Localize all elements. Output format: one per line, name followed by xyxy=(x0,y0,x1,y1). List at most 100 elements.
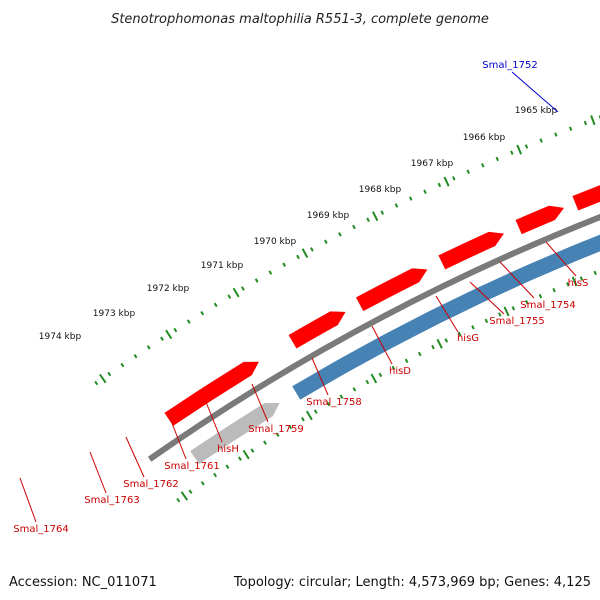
tick-mark xyxy=(391,365,396,371)
tick-mark xyxy=(254,278,259,283)
gene-label: Smal_1752 xyxy=(482,60,537,71)
leader-line xyxy=(205,401,223,443)
tick-mark xyxy=(498,312,502,317)
tick-mark xyxy=(146,345,151,350)
leader-line xyxy=(169,417,187,460)
tick-mark xyxy=(466,169,470,174)
leader-line xyxy=(371,325,393,365)
scale-label: 1968 kbp xyxy=(359,185,402,195)
tick-mark xyxy=(538,293,543,299)
major-tick-mark xyxy=(503,306,510,317)
backbone-ring xyxy=(147,213,600,462)
gene-labels: Smal_1752 hisS Smal_1754 Smal_1755 hisG hisD S… xyxy=(13,60,588,535)
tick-mark xyxy=(378,372,383,378)
scale-label: 1965 kbp xyxy=(515,106,558,116)
major-tick-mark xyxy=(443,176,450,187)
tick-mark xyxy=(188,489,193,494)
tick-mark xyxy=(366,217,370,222)
tick-mark xyxy=(365,379,370,385)
tick-mark xyxy=(404,358,409,364)
tick-mark xyxy=(431,344,435,350)
gene-label: Smal_1759 xyxy=(248,424,303,435)
gene-arrow-red-0 xyxy=(287,310,347,350)
tick-mark xyxy=(282,262,287,267)
tick-mark xyxy=(583,120,588,126)
tick-mark xyxy=(173,327,178,333)
tick-mark xyxy=(566,282,570,287)
scale-label: 1974 kbp xyxy=(39,332,82,342)
tick-mark xyxy=(495,156,499,162)
gene-label: Smal_1761 xyxy=(164,461,219,472)
tick-mark xyxy=(275,432,280,437)
tick-mark xyxy=(310,247,314,252)
tick-mark xyxy=(525,299,529,305)
tick-mark xyxy=(296,254,300,260)
tick-mark xyxy=(176,497,181,503)
tick-mark xyxy=(380,210,385,215)
gene-arrow-gray-light xyxy=(189,402,281,465)
major-tick-mark xyxy=(242,449,250,460)
tick-mark xyxy=(352,224,356,230)
tick-mark xyxy=(301,417,305,422)
tick-mark xyxy=(268,270,273,275)
gene-label: Smal_1758 xyxy=(306,397,361,408)
gene-label: hisS xyxy=(568,278,589,289)
gene-arrow-red-4 xyxy=(571,184,600,212)
tick-mark xyxy=(568,126,573,131)
major-tick-mark xyxy=(180,491,189,501)
tick-mark xyxy=(554,132,558,137)
tick-mark xyxy=(120,362,125,368)
tick-mark xyxy=(552,287,556,293)
major-tick-mark xyxy=(305,410,313,421)
scale-label: 1971 kbp xyxy=(201,261,244,271)
scale-label: 1969 kbp xyxy=(307,211,350,221)
tick-mark xyxy=(107,371,112,377)
major-tick-mark xyxy=(436,338,443,349)
scale-ticks xyxy=(94,115,600,503)
scale-label: 1970 kbp xyxy=(254,237,297,247)
leader-line xyxy=(89,451,107,494)
gene-tracks xyxy=(163,184,600,465)
major-tick-mark xyxy=(232,287,240,298)
genome-stats-text: Topology: circular; Length: 4,573,969 bp… xyxy=(233,575,591,590)
tick-mark xyxy=(511,306,516,311)
scale-label: 1967 kbp xyxy=(411,159,454,169)
leader-line xyxy=(311,357,329,396)
leader-line xyxy=(499,261,535,299)
tick-mark xyxy=(484,318,489,324)
leader-line xyxy=(469,281,505,315)
tick-mark xyxy=(339,394,344,399)
tick-mark xyxy=(186,319,191,324)
tick-mark xyxy=(417,351,422,357)
leader-line xyxy=(511,71,559,113)
major-tick-mark xyxy=(571,276,578,287)
gene-label: hisH xyxy=(217,444,239,455)
tick-mark xyxy=(241,286,245,291)
major-tick-mark xyxy=(370,373,378,384)
tick-mark xyxy=(481,163,485,168)
gene-label: Smal_1762 xyxy=(123,479,178,490)
tick-mark xyxy=(200,310,205,316)
scale-label: 1966 kbp xyxy=(463,133,506,143)
scale-label: 1973 kbp xyxy=(93,309,136,319)
accession-text: Accession: NC_011071 xyxy=(9,575,157,590)
gene-arrow-red-1 xyxy=(355,267,429,312)
major-tick-mark xyxy=(99,373,107,384)
gene-label: Smal_1755 xyxy=(489,316,544,327)
tick-mark xyxy=(94,380,99,386)
tick-mark xyxy=(408,196,413,201)
tick-mark xyxy=(225,464,230,469)
major-tick-mark xyxy=(590,115,596,126)
tick-mark xyxy=(288,424,293,430)
tick-mark xyxy=(213,302,218,308)
gene-label: Smal_1763 xyxy=(84,495,139,506)
major-tick-mark xyxy=(372,211,379,222)
gene-label: hisD xyxy=(389,366,411,377)
tick-mark xyxy=(313,409,318,414)
tick-mark xyxy=(237,456,242,461)
tick-mark xyxy=(423,189,427,194)
tick-mark xyxy=(524,144,529,149)
major-tick-mark xyxy=(165,329,173,340)
scale-labels: 1965 kbp 1966 kbp 1967 kbp 1968 kbp 1969 kbp… xyxy=(39,106,558,342)
